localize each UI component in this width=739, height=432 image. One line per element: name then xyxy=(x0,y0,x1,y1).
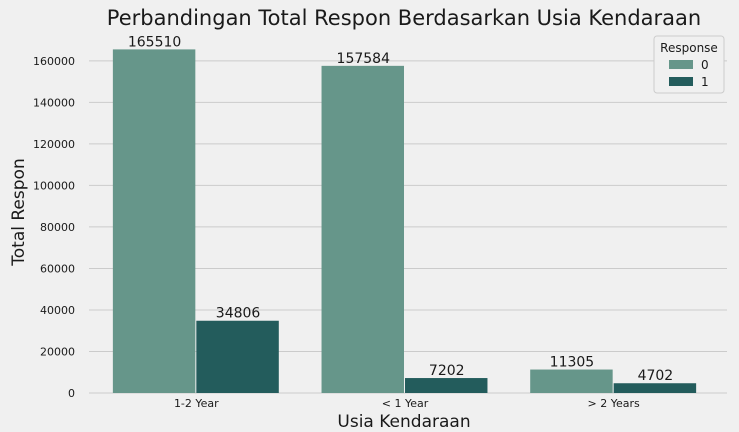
y-axis-ticks: 0 20000 40000 60000 80000 100000 120000 140000 1… xyxy=(33,55,75,400)
x-tick-label: > 2 Years xyxy=(588,397,640,410)
y-axis-title: Total Respon xyxy=(9,158,29,266)
legend-swatch-series-1 xyxy=(669,77,693,86)
legend-label-series-0: 0 xyxy=(701,58,709,72)
bar xyxy=(405,378,488,393)
bars xyxy=(112,49,697,393)
bar-value-label: 34806 xyxy=(216,306,261,322)
y-tick-label: 40000 xyxy=(40,304,75,317)
bar xyxy=(613,383,697,393)
bar xyxy=(112,49,196,393)
x-axis-ticks: 1-2 Year < 1 Year > 2 Years xyxy=(174,397,640,410)
bar-value-label: 165510 xyxy=(128,34,181,50)
bar xyxy=(196,320,279,393)
y-tick-label: 140000 xyxy=(33,96,75,109)
y-tick-label: 20000 xyxy=(40,345,75,358)
legend: Response 0 1 xyxy=(653,35,725,94)
legend-label-series-1: 1 xyxy=(701,75,709,89)
chart-title: Perbandingan Total Respon Berdasarkan Us… xyxy=(107,6,701,30)
y-tick-label: 0 xyxy=(68,387,75,400)
bar xyxy=(530,369,613,393)
bar-value-label: 11305 xyxy=(550,355,595,371)
legend-swatch-series-0 xyxy=(669,60,693,69)
bar-value-label: 157584 xyxy=(337,51,391,67)
legend-title: Response xyxy=(660,41,718,55)
bar-value-label: 4702 xyxy=(638,368,674,384)
x-axis-title: Usia Kendaraan xyxy=(337,412,470,432)
bar xyxy=(321,65,404,393)
y-tick-label: 100000 xyxy=(33,179,75,192)
y-tick-label: 120000 xyxy=(33,138,75,151)
bar-value-labels: 165510 34806 157584 7202 11305 4702 xyxy=(128,34,673,384)
x-tick-label: < 1 Year xyxy=(382,397,429,410)
y-tick-label: 80000 xyxy=(40,221,75,234)
y-tick-label: 60000 xyxy=(40,262,75,275)
y-tick-label: 160000 xyxy=(33,55,75,68)
bar-value-label: 7202 xyxy=(429,363,465,379)
x-tick-label: 1-2 Year xyxy=(174,397,219,410)
